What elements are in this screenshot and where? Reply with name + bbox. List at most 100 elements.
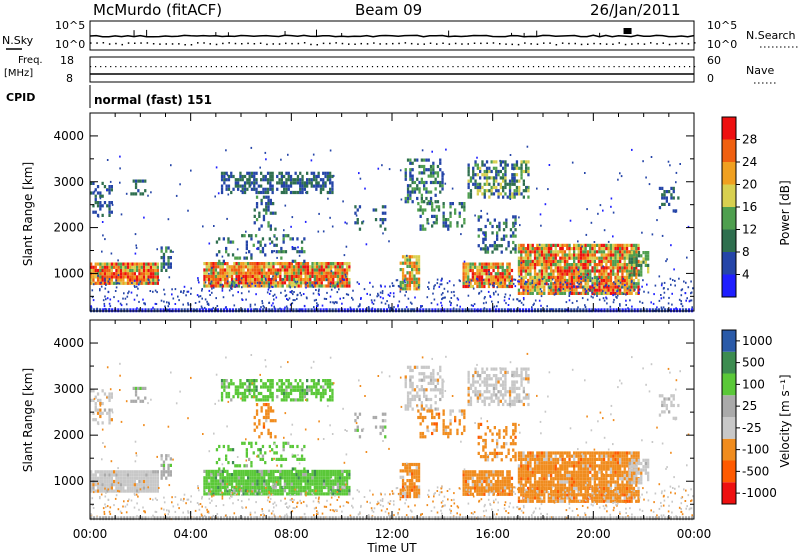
power-cell bbox=[374, 208, 378, 212]
power-cell bbox=[258, 268, 261, 272]
power-cell bbox=[413, 187, 417, 191]
velocity-cell bbox=[103, 408, 107, 412]
power-cell bbox=[317, 181, 320, 185]
power-cell bbox=[596, 282, 599, 286]
power-cell bbox=[467, 185, 470, 190]
power-cell bbox=[122, 281, 125, 285]
power-cell bbox=[309, 265, 312, 269]
velocity-cell bbox=[334, 473, 337, 477]
power-cell bbox=[536, 243, 539, 247]
power-cell bbox=[663, 196, 666, 200]
nave-point bbox=[261, 66, 263, 68]
velocity-cell bbox=[224, 485, 227, 490]
velocity-cell bbox=[205, 473, 208, 477]
velocity-cell bbox=[149, 483, 153, 487]
power-speckle bbox=[275, 279, 277, 282]
power-cell bbox=[207, 262, 211, 266]
velocity-cell bbox=[263, 473, 266, 477]
power-cell bbox=[345, 278, 349, 282]
nsearch-point bbox=[687, 43, 690, 45]
power-cell bbox=[310, 171, 313, 175]
velocity-cell bbox=[210, 492, 213, 496]
power-ground-band bbox=[570, 308, 573, 313]
power-cell bbox=[612, 266, 615, 270]
power-cell bbox=[441, 171, 444, 175]
velocity-cell bbox=[110, 392, 113, 396]
velocity-cell bbox=[249, 482, 252, 486]
velocity-cell bbox=[207, 473, 211, 477]
power-cell bbox=[156, 278, 159, 282]
power-cell bbox=[630, 247, 633, 251]
velocity-cell bbox=[267, 469, 270, 473]
velocity-cell bbox=[270, 473, 273, 477]
nave-point bbox=[432, 66, 434, 68]
power-speckle bbox=[211, 287, 213, 290]
velocity-cell bbox=[244, 473, 247, 477]
power-cell bbox=[136, 265, 139, 269]
velocity-cell bbox=[320, 485, 323, 490]
power-cell bbox=[531, 263, 534, 267]
power-cell bbox=[485, 278, 488, 282]
power-speckle bbox=[497, 301, 499, 304]
power-cell bbox=[502, 195, 505, 199]
power-speckle bbox=[265, 158, 267, 161]
power-cell bbox=[623, 282, 626, 286]
power-cell bbox=[327, 284, 330, 288]
power-cell bbox=[550, 291, 553, 295]
power-cell bbox=[154, 278, 157, 282]
power-speckle bbox=[287, 299, 289, 301]
power-speckle bbox=[573, 286, 575, 289]
power-cell bbox=[577, 291, 580, 295]
power-cell bbox=[628, 250, 631, 254]
power-speckle bbox=[352, 289, 354, 292]
power-cell bbox=[524, 269, 527, 273]
power-cell bbox=[261, 237, 265, 241]
nave-point bbox=[256, 66, 258, 68]
power-speckle bbox=[147, 194, 149, 197]
power-cell bbox=[96, 185, 100, 189]
power-cell bbox=[214, 262, 218, 266]
velocity-cell bbox=[203, 485, 206, 490]
power-speckle bbox=[643, 290, 645, 293]
power-cell bbox=[625, 266, 629, 270]
power-cell bbox=[543, 263, 546, 267]
power-speckle bbox=[325, 298, 328, 300]
power-cell bbox=[99, 268, 102, 273]
power-cell bbox=[496, 234, 499, 238]
velocity-cell bbox=[286, 469, 289, 473]
power-cell bbox=[312, 178, 316, 182]
power-ground-band bbox=[334, 308, 337, 313]
power-cell bbox=[593, 256, 596, 260]
velocity-cell bbox=[214, 489, 218, 493]
power-speckle bbox=[264, 277, 267, 280]
power-cell bbox=[600, 291, 603, 295]
power-cell bbox=[271, 174, 274, 179]
power-ground-band bbox=[543, 308, 546, 313]
power-speckle bbox=[269, 200, 272, 203]
velocity-cell bbox=[265, 489, 268, 493]
power-cell bbox=[441, 177, 444, 181]
power-cell bbox=[591, 259, 594, 263]
power-cell bbox=[334, 281, 337, 285]
power-speckle bbox=[237, 291, 239, 294]
velocity-cell bbox=[119, 486, 123, 490]
power-cell bbox=[554, 253, 557, 257]
nsearch-point bbox=[146, 42, 149, 44]
power-cell bbox=[529, 269, 532, 273]
power-cell bbox=[508, 281, 511, 285]
power-cell bbox=[493, 240, 496, 245]
velocity-cell bbox=[138, 470, 141, 474]
power-cell bbox=[267, 198, 270, 202]
power-cell bbox=[354, 211, 357, 215]
power-cell bbox=[260, 262, 264, 266]
power-cell bbox=[258, 271, 261, 275]
velocity-cell bbox=[115, 483, 118, 487]
power-cell bbox=[573, 275, 576, 279]
nsearch-point bbox=[348, 43, 350, 45]
velocity-cell bbox=[119, 476, 123, 480]
power-cell bbox=[579, 247, 583, 251]
power-cell bbox=[596, 275, 599, 279]
power-ground-band bbox=[576, 308, 579, 313]
power-cell bbox=[242, 262, 245, 266]
velocity-cell bbox=[132, 386, 135, 390]
